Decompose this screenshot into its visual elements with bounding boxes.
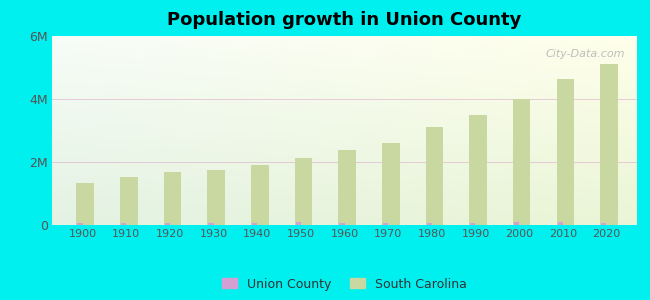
Bar (77, 223, 83, 225)
Bar (514, 222, 519, 225)
Bar (294, 158, 312, 225)
Bar (469, 115, 487, 225)
Bar (251, 165, 268, 225)
Bar (601, 64, 618, 225)
Bar (164, 172, 181, 225)
Bar (120, 177, 138, 225)
Bar (208, 223, 214, 225)
Bar (601, 223, 606, 225)
Bar (470, 223, 475, 225)
Title: Population growth in Union County: Population growth in Union County (167, 11, 522, 29)
Text: City-Data.com: City-Data.com (546, 49, 625, 59)
Bar (383, 223, 388, 225)
Bar (426, 127, 443, 225)
Bar (207, 170, 225, 225)
Legend: Union County, South Carolina: Union County, South Carolina (218, 274, 471, 294)
Bar (558, 222, 563, 225)
Bar (77, 183, 94, 225)
Bar (426, 223, 432, 225)
Bar (296, 223, 301, 225)
Bar (252, 223, 257, 225)
Bar (513, 99, 530, 225)
Bar (339, 150, 356, 225)
Bar (121, 223, 126, 225)
Bar (164, 223, 170, 225)
Bar (556, 79, 574, 225)
Bar (339, 223, 344, 225)
Bar (382, 143, 400, 225)
